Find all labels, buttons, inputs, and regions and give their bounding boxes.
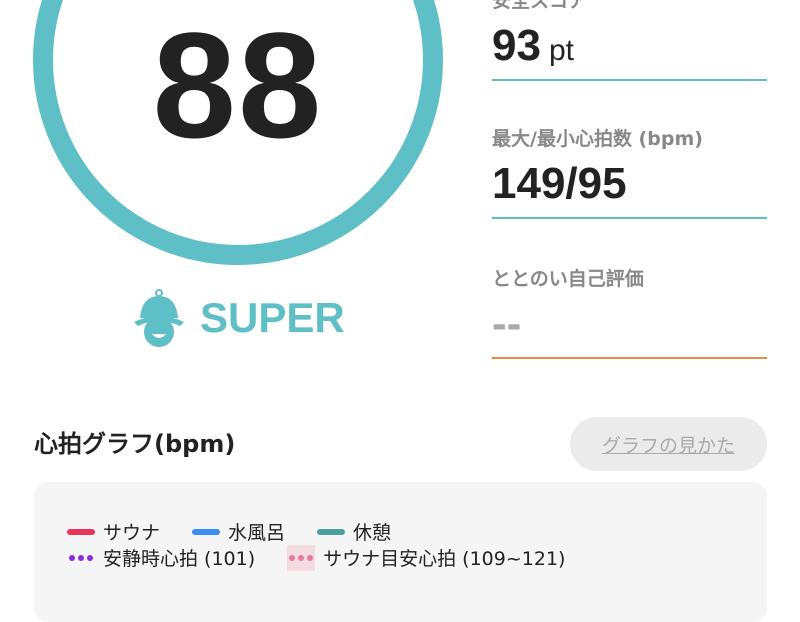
stat-label: 最大/最小心拍数 (bpm)	[492, 128, 703, 150]
legend-row: 安静時心拍 (101) サウナ目安心拍 (109~121)	[67, 544, 597, 571]
stat-heart-rate: 最大/最小心拍数 (bpm) 149/95	[492, 124, 767, 219]
stat-value: --	[492, 299, 522, 348]
legend-sauna: サウナ	[67, 518, 160, 545]
legend-label: サウナ	[103, 522, 161, 544]
dots-swatch-icon	[67, 545, 95, 571]
legend-label: サウナ目安心拍 (109~121)	[323, 548, 566, 570]
legend-rest: 休憩	[317, 518, 391, 545]
legend-label: 水風呂	[228, 522, 286, 544]
stat-self-eval[interactable]: ととのい自己評価 --	[492, 264, 767, 359]
legend-label: 休憩	[353, 522, 392, 544]
dots-swatch-icon	[287, 544, 316, 571]
heart-rate-chart: サウナ 水風呂 休憩 安静時心拍 (101) サウナ目安心拍 (109~121)	[34, 482, 767, 622]
stat-label: ととのい自己評価	[492, 268, 644, 290]
graph-guide-button[interactable]: グラフの見かた	[570, 417, 767, 471]
stat-score: 安全スコア 93 pt	[492, 0, 767, 81]
line-swatch-icon	[317, 528, 346, 535]
stat-value: 93	[492, 21, 541, 70]
legend-row: サウナ 水風呂 休憩	[67, 518, 423, 545]
graph-title: 心拍グラフ(bpm)	[34, 430, 236, 458]
score-value: 88	[152, 1, 324, 169]
divider	[492, 79, 767, 81]
sauna-hat-icon	[134, 289, 184, 347]
line-swatch-icon	[67, 528, 95, 535]
line-swatch-icon	[192, 528, 221, 535]
legend-resting-hr: 安静時心拍 (101)	[67, 544, 255, 571]
stat-value: 149/95	[492, 159, 627, 208]
legend-sauna-target-hr: サウナ目安心拍 (109~121)	[287, 544, 565, 571]
stat-label: 安全スコア	[492, 0, 588, 12]
stat-unit: pt	[548, 34, 574, 67]
rank-label: SUPER	[200, 294, 345, 341]
divider	[492, 217, 767, 219]
divider	[492, 357, 767, 359]
rank-badge: SUPER	[132, 288, 345, 348]
legend-cold-bath: 水風呂	[192, 518, 285, 545]
legend-label: 安静時心拍 (101)	[103, 548, 256, 570]
